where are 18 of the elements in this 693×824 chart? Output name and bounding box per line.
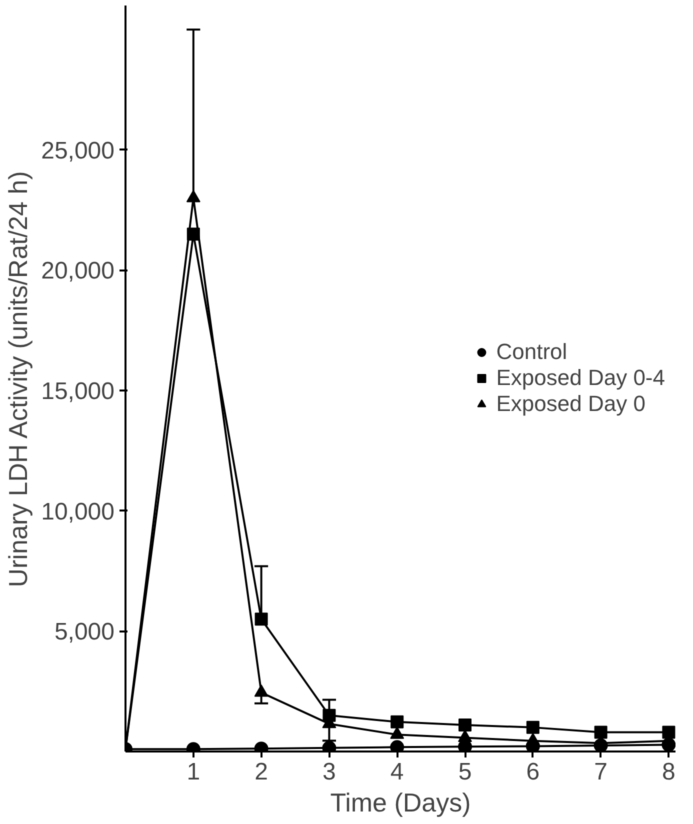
y-tick-label: 25,000 <box>41 137 114 164</box>
y-tick-label: 15,000 <box>41 378 114 406</box>
x-tick-label: 5 <box>458 758 472 786</box>
x-tick-label: 8 <box>662 758 676 786</box>
y-tick-label: 10,000 <box>41 498 114 526</box>
legend-label: Exposed Day 0-4 <box>496 365 665 391</box>
y-axis-title: Urinary LDH Activity (units/Rat/24 h) <box>3 171 34 588</box>
x-tick-label: 4 <box>390 758 404 786</box>
x-axis-title: Time (Days) <box>330 788 471 818</box>
x-tick-label: 7 <box>594 758 608 786</box>
legend-label: Exposed Day 0 <box>496 391 646 417</box>
x-tick-label: 1 <box>186 758 200 786</box>
legend-label: Control <box>496 339 568 365</box>
x-tick-label: 2 <box>254 758 268 786</box>
x-tick-label: 3 <box>322 758 336 786</box>
y-tick-label: 20,000 <box>41 258 114 285</box>
x-tick-label: 6 <box>526 758 540 786</box>
y-tick-label: 5,000 <box>54 618 115 646</box>
